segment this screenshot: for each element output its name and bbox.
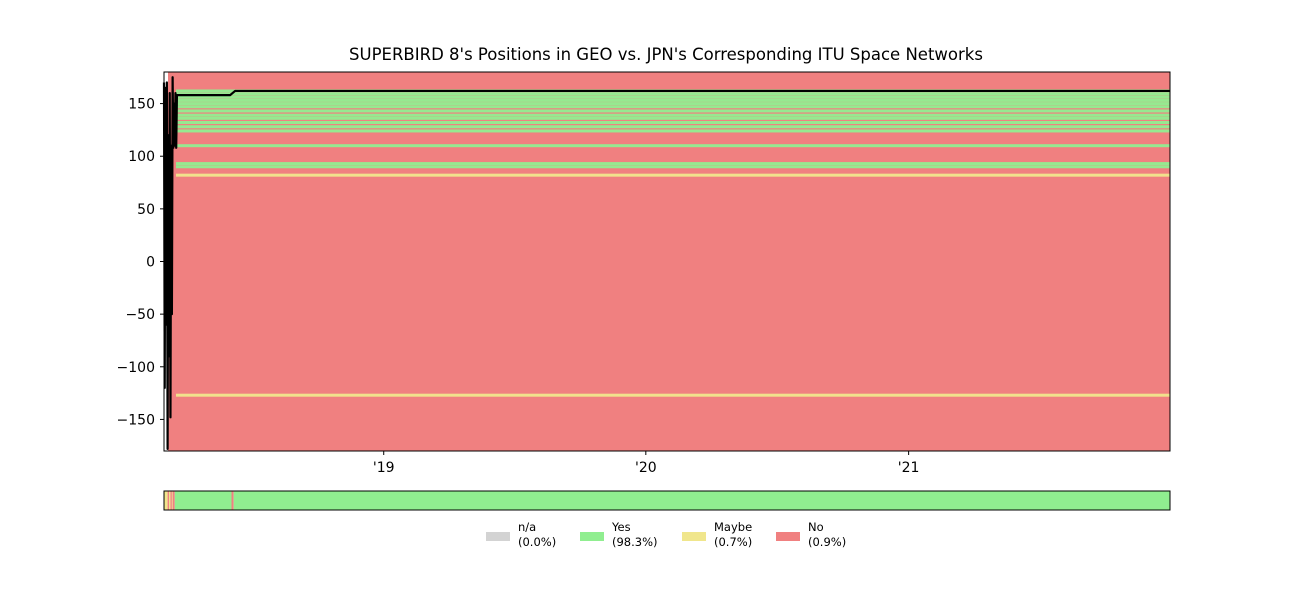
network-band [176,121,1170,125]
legend-percent: (0.7%) [714,535,752,549]
status-segment [169,491,171,510]
network-band [176,129,1170,133]
legend-percent: (0.9%) [808,535,846,549]
status-bar-frame [163,490,1171,511]
plot-background [164,72,1170,451]
x-axis: '19 '20 '21 [373,451,920,476]
network-band [176,102,1170,106]
legend-swatch [486,532,510,541]
y-tick-label: 150 [128,97,155,113]
y-tick-label: 0 [146,255,155,271]
x-tick-label: '21 [898,460,920,476]
network-band [176,95,1170,99]
y-tick-label: 50 [137,202,155,218]
x-tick-label: '20 [635,460,657,476]
legend: n/a(0.0%) Yes(98.3%) Maybe(0.7%) No(0.9%) [486,520,846,549]
status-segment [170,491,172,510]
legend-percent: (98.3%) [612,535,658,549]
y-tick-label: −150 [117,412,155,428]
network-band [176,113,1170,117]
network-band [176,92,1170,96]
network-band [176,109,1170,113]
status-segment [167,491,170,510]
network-band [176,105,1170,109]
x-tick-label: '19 [373,460,395,476]
network-band [176,125,1170,129]
chart-title: SUPERBIRD 8's Positions in GEO vs. JPN's… [349,45,983,64]
y-tick-label: −50 [125,307,155,323]
status-bar [163,490,1171,511]
legend-label: Maybe [714,520,752,534]
status-segment [233,491,1170,510]
y-axis: 150 100 50 0 −50 −100 −150 [117,97,164,428]
position-line [162,76,1170,450]
legend-swatch [580,532,604,541]
y-tick-label: −100 [117,360,155,376]
status-segment [174,491,232,510]
legend-swatch [776,532,800,541]
status-segment [171,491,173,510]
status-segment [231,491,234,510]
network-band [176,98,1170,102]
status-segment [172,491,175,510]
network-band [176,173,1170,177]
legend-swatch [682,532,706,541]
main-plot-area [162,71,1171,452]
network-band [176,162,1170,166]
network-band [176,116,1170,120]
legend-label: Yes [611,520,631,534]
legend-label: n/a [518,520,536,534]
network-band [176,144,1170,148]
legend-percent: (0.0%) [518,535,556,549]
legend-label: No [808,520,824,534]
network-band [176,165,1170,169]
network-band [176,393,1170,397]
y-tick-label: 100 [128,149,155,165]
status-segment [164,491,168,510]
